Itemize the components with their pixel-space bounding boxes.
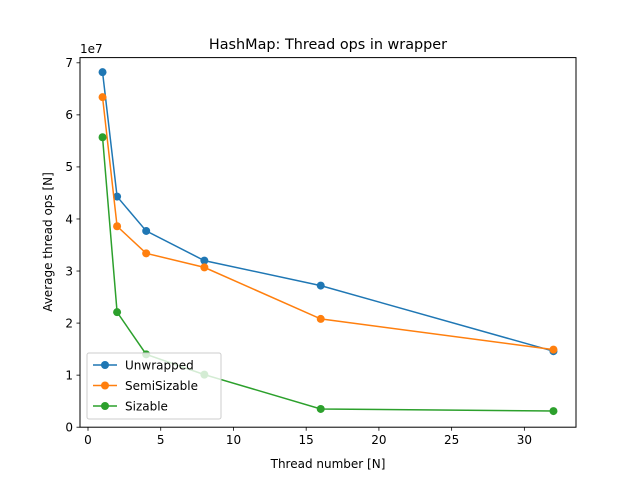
- data-point-sizable: [98, 133, 107, 142]
- data-point-sizable: [316, 404, 325, 413]
- legend-entry-sizable: Sizable: [93, 399, 168, 413]
- x-tick-label: 15: [299, 433, 314, 447]
- legend-marker-semisizable: [101, 381, 109, 390]
- legend-entry-unwrapped: Unwrapped: [93, 358, 194, 372]
- y-tick-label: 4: [65, 212, 73, 226]
- y-tick-label: 3: [65, 264, 73, 278]
- legend-label-sizable: Sizable: [125, 399, 168, 413]
- data-point-unwrapped: [316, 281, 325, 290]
- x-tick-label: 10: [226, 433, 241, 447]
- data-point-unwrapped: [98, 68, 107, 77]
- y-tick-label: 0: [65, 421, 73, 435]
- data-point-unwrapped: [113, 192, 122, 201]
- data-point-sizable: [549, 407, 558, 416]
- data-point-semisizable: [98, 93, 107, 102]
- data-point-semisizable: [549, 345, 558, 354]
- legend-entry-semisizable: SemiSizable: [93, 379, 198, 393]
- x-tick-label: 20: [371, 433, 386, 447]
- y-tick-label: 2: [65, 316, 73, 330]
- data-point-semisizable: [200, 263, 209, 272]
- series-layer: [98, 68, 558, 416]
- y-offset-label: 1e7: [80, 42, 103, 56]
- x-axis-label: Thread number [N]: [270, 457, 386, 471]
- y-axis-label: Average thread ops [N]: [41, 172, 55, 312]
- legend-marker-sizable: [101, 402, 109, 410]
- legend-label-unwrapped: Unwrapped: [125, 358, 194, 372]
- x-tick-label: 5: [157, 433, 165, 447]
- legend-label-semisizable: SemiSizable: [125, 379, 198, 393]
- data-point-unwrapped: [142, 226, 151, 235]
- y-tick-label: 5: [65, 160, 73, 174]
- data-point-semisizable: [316, 314, 325, 323]
- y-tick-label: 6: [65, 108, 73, 122]
- legend: Unwrapped SemiSizable Sizable: [86, 352, 222, 420]
- legend-box: [86, 352, 222, 420]
- series-line-unwrapped: [101, 72, 554, 352]
- series-semisizable: [98, 93, 558, 354]
- x-tick-label: 25: [444, 433, 459, 447]
- series-line-semisizable: [101, 97, 554, 351]
- data-point-unwrapped: [200, 256, 209, 265]
- data-point-semisizable: [113, 222, 122, 231]
- x-tick-label: 0: [84, 433, 92, 447]
- legend-marker-unwrapped: [101, 361, 109, 369]
- x-tick-label: 30: [517, 433, 532, 447]
- ticks-layer: 0 5 10 15 20 25 30 0 1 2 3 4 5 6 7: [65, 56, 532, 447]
- plot-frame: [79, 57, 577, 428]
- data-point-sizable: [113, 308, 122, 317]
- y-tick-label: 7: [65, 56, 73, 70]
- data-point-semisizable: [142, 249, 151, 258]
- chart-title: HashMap: Thread ops in wrapper: [209, 37, 447, 53]
- y-tick-label: 1: [65, 368, 73, 382]
